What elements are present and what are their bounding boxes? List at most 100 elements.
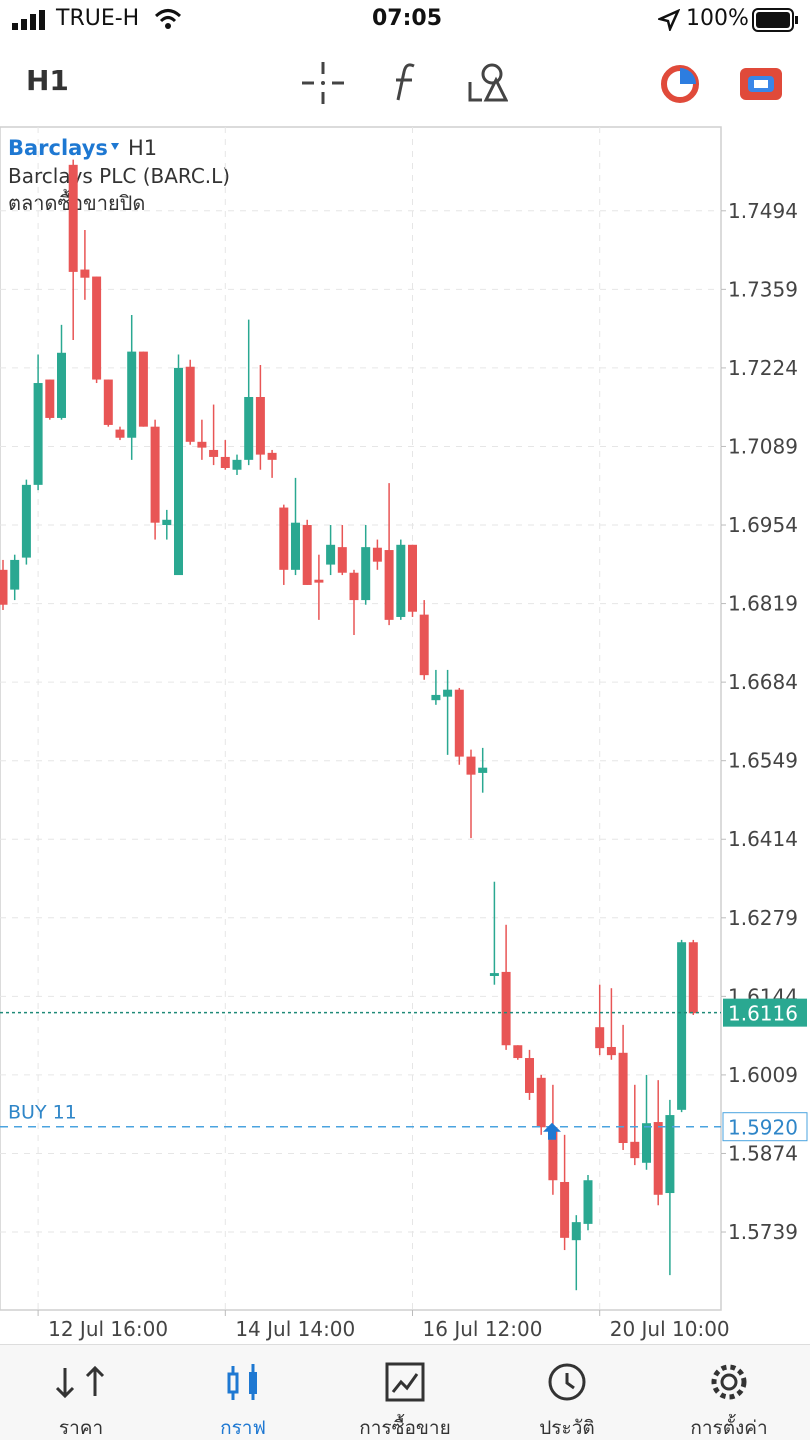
candle-body: [174, 367, 183, 576]
trade-button[interactable]: [740, 68, 782, 100]
candle-body: [349, 572, 359, 601]
candle-body: [127, 351, 137, 438]
symbol-dropdown[interactable]: [111, 143, 119, 150]
candle-body: [642, 1123, 651, 1163]
candle-body: [255, 397, 265, 455]
position-arrow: [543, 1122, 561, 1140]
y-tick-label: 1.6549: [728, 749, 798, 773]
candle-body: [314, 579, 324, 583]
battery-percent: 100%: [686, 6, 749, 31]
x-tick-label: 12 Jul 16:00: [48, 1317, 168, 1341]
candle-body: [454, 689, 464, 757]
candle-body: [103, 379, 113, 425]
candle-body: [279, 507, 289, 570]
nav-tab[interactable]: กราฟ: [162, 1345, 324, 1440]
candle-body: [560, 1181, 570, 1238]
candle-body: [232, 459, 242, 470]
location-icon: [658, 9, 680, 31]
chart-timeframe: H1: [128, 136, 157, 160]
candle-body: [209, 449, 219, 457]
signal-icon: [12, 10, 45, 30]
candle-body: [606, 1046, 616, 1056]
candle-body: [220, 456, 230, 468]
y-tick-label: 1.6684: [728, 670, 798, 694]
candle-body: [150, 426, 160, 523]
candle-body: [372, 547, 382, 562]
y-tick-label: 1.7224: [728, 356, 798, 380]
candle-body: [115, 429, 125, 438]
candle-body: [384, 550, 394, 620]
candle-body: [501, 971, 511, 1046]
candle-body: [595, 1027, 605, 1049]
y-tick-label: 1.7359: [728, 277, 798, 301]
y-tick-label: 1.6009: [728, 1063, 798, 1087]
candle-body: [653, 1122, 663, 1195]
candle-body: [21, 484, 31, 558]
nav-label: การซื้อขาย: [359, 1417, 451, 1439]
wifi-icon: [154, 9, 182, 29]
nav-label: การตั้งค่า: [690, 1417, 768, 1439]
y-tick-label: 1.7494: [728, 199, 798, 223]
nav-tab[interactable]: การตั้งค่า: [648, 1345, 810, 1440]
candle-body: [408, 544, 417, 612]
nav-icon: [711, 1364, 747, 1400]
indicators-button[interactable]: [388, 60, 422, 106]
candle-body: [489, 973, 499, 976]
y-tick-label: 1.5739: [728, 1220, 798, 1244]
candle-body: [138, 351, 148, 427]
x-tick-label: 14 Jul 14:00: [235, 1317, 355, 1341]
toolbar: H1: [0, 42, 810, 124]
candle-body: [10, 559, 20, 590]
y-tick-label: 1.5874: [728, 1141, 798, 1165]
bottom-nav: ราคา กราฟ การซื้อขาย ประวัติ การตั้งค่า: [0, 1344, 810, 1440]
nav-icon: [56, 1365, 105, 1399]
candle-body: [396, 544, 406, 617]
nav-icon: [227, 1364, 257, 1400]
candle-body: [466, 756, 476, 775]
candle-body: [92, 276, 102, 380]
candle-body: [419, 614, 429, 676]
candle-body: [197, 441, 207, 448]
status-bar: TRUE-H 07:05 100%: [0, 0, 810, 42]
nav-tab[interactable]: ราคา: [0, 1345, 162, 1440]
x-tick-label: 20 Jul 10:00: [610, 1317, 730, 1341]
candle-body: [513, 1045, 523, 1059]
candle-body: [337, 547, 347, 573]
timeframe-button[interactable]: H1: [26, 64, 69, 97]
candle-body: [80, 269, 90, 278]
candle-body: [45, 379, 55, 418]
y-tick-label: 1.6414: [728, 827, 798, 851]
candle-body: [443, 689, 453, 697]
candle-body: [361, 547, 371, 601]
candle-body: [267, 452, 277, 460]
candle-body: [57, 352, 66, 418]
nav-label: ราคา: [58, 1417, 104, 1439]
nav-label: ประวัติ: [539, 1417, 595, 1439]
candle-body: [665, 1115, 675, 1194]
battery-icon: [752, 8, 798, 32]
position-price-box: [722, 1112, 808, 1142]
x-tick-label: 16 Jul 12:00: [423, 1317, 543, 1341]
position-label: BUY 11: [8, 1102, 77, 1124]
candle-body: [291, 522, 300, 570]
nav-icon: [385, 1362, 425, 1402]
nav-label: กราฟ: [220, 1417, 266, 1439]
candle-body: [162, 519, 172, 526]
objects-button[interactable]: [466, 60, 508, 106]
oneclick-button[interactable]: [660, 64, 700, 104]
chart: Barclays H1 Barclays PLC (BARC.L) ตลาดซื…: [0, 126, 808, 1341]
nav-tab[interactable]: การซื้อขาย: [324, 1345, 486, 1440]
candle-body: [677, 942, 687, 1110]
candle-body: [548, 1127, 558, 1181]
crosshair-button[interactable]: [300, 60, 346, 106]
candle-body: [431, 694, 441, 701]
candle-body: [244, 397, 254, 460]
current-price-label: 1.6116: [728, 1002, 798, 1026]
symbol[interactable]: Barclays: [8, 136, 108, 160]
candle-body: [478, 767, 488, 773]
candle-body: [536, 1077, 546, 1128]
nav-tab[interactable]: ประวัติ: [486, 1345, 648, 1440]
candle-body: [185, 366, 195, 442]
candle-body: [302, 525, 312, 585]
